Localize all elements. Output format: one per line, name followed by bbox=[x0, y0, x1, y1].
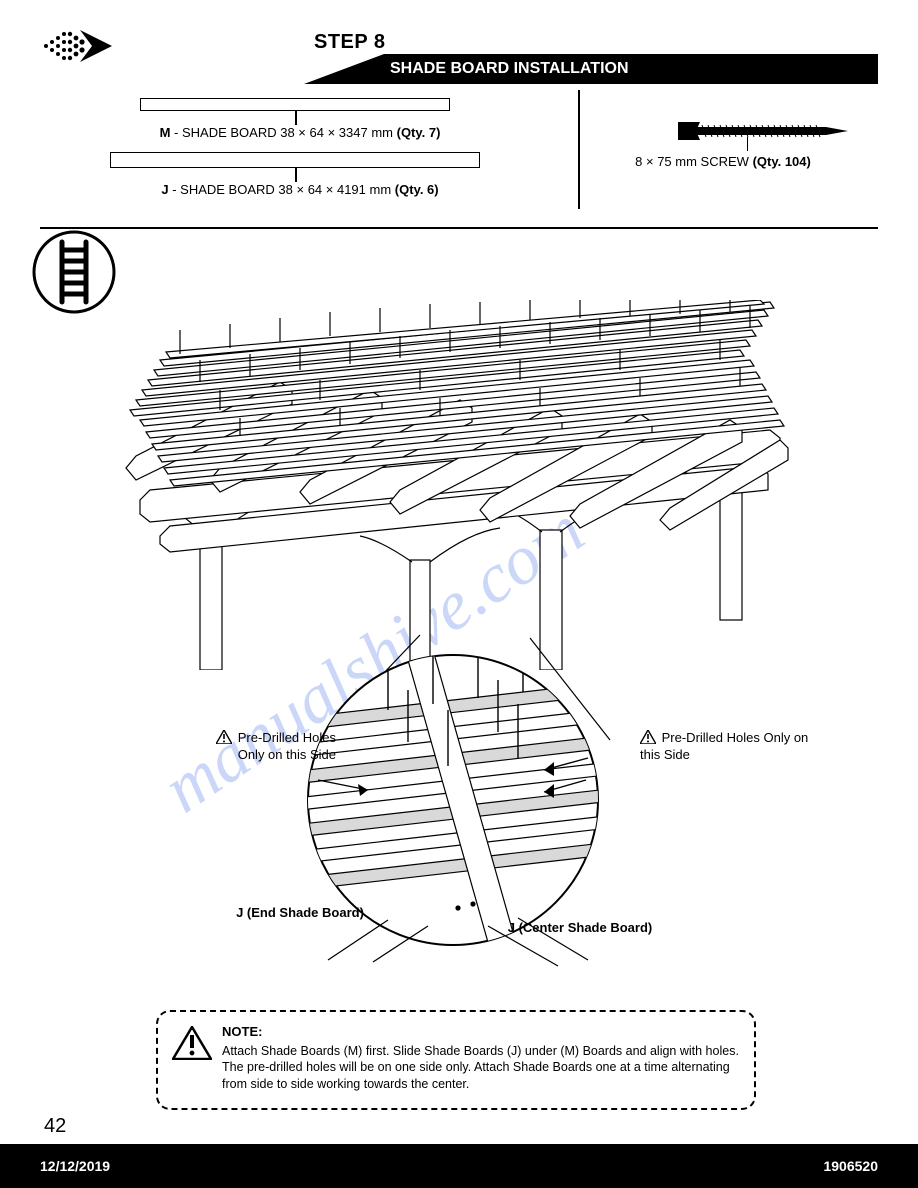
step-title: SHADE BOARD INSTALLATION bbox=[384, 54, 878, 84]
callout-j-end: J (End Shade Board) bbox=[220, 905, 380, 920]
callout-right-text: Pre-Drilled Holes Only on this Side bbox=[640, 730, 808, 762]
note-body: Attach Shade Boards (M) first. Slide Sha… bbox=[222, 1043, 740, 1092]
header-notch bbox=[304, 54, 384, 84]
part-j-dim: 38 × 64 × 4191 mm bbox=[278, 182, 391, 197]
part-j-qty: (Qty. 6) bbox=[395, 182, 439, 197]
caution-icon-large bbox=[172, 1026, 212, 1065]
screw-label: 8 × 75 mm SCREW (Qty. 104) bbox=[608, 154, 838, 169]
caution-icon bbox=[216, 730, 232, 747]
callout-j-center: J (Center Shade Board) bbox=[480, 920, 680, 935]
step-number: STEP 8 bbox=[314, 31, 386, 54]
part-m: M - SHADE BOARD 38 × 64 × 3347 mm (Qty. … bbox=[40, 98, 560, 140]
note-box: NOTE: Attach Shade Boards (M) first. Sli… bbox=[156, 1010, 756, 1110]
part-m-name: SHADE BOARD bbox=[182, 125, 277, 140]
part-j: J - SHADE BOARD 38 × 64 × 4191 mm (Qty. … bbox=[40, 152, 560, 197]
screw-icon bbox=[678, 122, 848, 145]
footer-doc-id: 1906520 bbox=[823, 1158, 878, 1174]
parts-boards: M - SHADE BOARD 38 × 64 × 3347 mm (Qty. … bbox=[40, 94, 560, 209]
hardware-column: 8 × 75 mm SCREW (Qty. 104) bbox=[598, 94, 878, 209]
arrow-dots-icon bbox=[40, 24, 118, 68]
pergola-illustration bbox=[120, 300, 790, 670]
part-j-name: SHADE BOARD bbox=[180, 182, 275, 197]
ladder-icon bbox=[32, 230, 116, 314]
note-title: NOTE: bbox=[222, 1024, 740, 1039]
footer-bar: 12/12/2019 1906520 bbox=[0, 1144, 918, 1188]
caution-icon bbox=[640, 730, 656, 747]
parts-row: M - SHADE BOARD 38 × 64 × 3347 mm (Qty. … bbox=[40, 94, 878, 229]
page-number: 42 bbox=[44, 1115, 66, 1138]
part-m-id: M bbox=[160, 125, 171, 140]
callout-predrilled-left: Pre-Drilled Holes Only on this Side bbox=[186, 730, 336, 762]
callout-predrilled-right: Pre-Drilled Holes Only on this Side bbox=[640, 730, 810, 762]
part-m-qty: (Qty. 7) bbox=[397, 125, 441, 140]
callout-left-text: Pre-Drilled Holes Only on this Side bbox=[238, 730, 336, 762]
screw-name: 8 × 75 mm SCREW bbox=[635, 154, 749, 169]
parts-divider bbox=[578, 90, 580, 209]
step-header: STEP 8 SHADE BOARD INSTALLATION bbox=[40, 24, 878, 88]
part-j-id: J bbox=[161, 182, 168, 197]
part-m-dim: 38 × 64 × 3347 mm bbox=[280, 125, 393, 140]
footer-date: 12/12/2019 bbox=[40, 1158, 110, 1174]
screw-qty: (Qty. 104) bbox=[753, 154, 811, 169]
